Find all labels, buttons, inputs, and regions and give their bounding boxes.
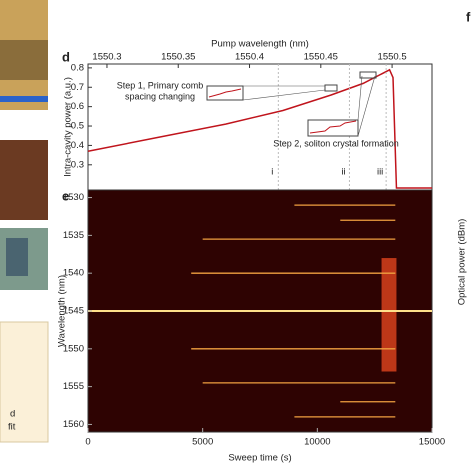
x2-tick-label: 1550.4 — [235, 52, 264, 63]
y-tick-label: 1560 — [63, 419, 84, 430]
marker-label: iii — [377, 167, 383, 178]
x2-tick-label: 1550.35 — [161, 52, 195, 63]
x-tick-label: 5000 — [192, 437, 213, 448]
panel-label: f — [466, 9, 471, 24]
inset — [359, 71, 377, 79]
x-tick-label: 15000 — [419, 437, 445, 448]
fragment-text: fit — [8, 422, 16, 433]
power-line — [87, 68, 432, 189]
inset-box — [0, 321, 49, 443]
inset — [324, 84, 338, 92]
y-tick-label: 1545 — [63, 306, 84, 317]
x2-tick-label: 1550.5 — [378, 52, 407, 63]
y-tick-label: 1555 — [63, 381, 84, 392]
panel-label: d — [62, 49, 70, 64]
connector — [357, 75, 376, 137]
y-tick-label: 0.3 — [71, 159, 84, 170]
marker-label: i — [271, 167, 273, 178]
broadband-block — [381, 258, 397, 372]
connector — [242, 85, 326, 101]
y-tick-label: 0.4 — [71, 140, 84, 151]
x2-tick-label: 1550.3 — [92, 52, 121, 63]
photo — [6, 238, 28, 276]
annotation: spacing changing — [125, 91, 195, 101]
y-tick-label: 1535 — [63, 230, 84, 241]
y-tick-label: 0.8 — [71, 62, 84, 73]
y-tick-label: 0.6 — [71, 101, 84, 112]
y-tick-label: 0.7 — [71, 82, 84, 93]
x-tick-label: 10000 — [304, 437, 330, 448]
y-axis-label: Wavelength (nm) — [57, 275, 68, 347]
x2-axis-label: Pump wavelength (nm) — [211, 39, 309, 50]
marker-label: ii — [341, 167, 345, 178]
inset-curve — [208, 88, 242, 98]
photo — [0, 96, 48, 102]
annotation: Step 1, Primary comb — [117, 80, 204, 90]
plot-frame — [87, 63, 433, 191]
photo — [0, 140, 48, 220]
annotation: Step 2, soliton crystal formation — [273, 138, 399, 148]
y-tick-label: 1530 — [63, 192, 84, 203]
y-axis-label: Intra-cavity power (a.u.) — [63, 77, 74, 177]
panel-label: e — [62, 188, 69, 203]
x2-tick-label: 1550.45 — [304, 52, 338, 63]
photo — [0, 40, 48, 80]
inset — [206, 85, 244, 101]
y-tick-label: 1550 — [63, 343, 84, 354]
y-tick-label: 1540 — [63, 268, 84, 279]
inset-curve — [309, 120, 357, 134]
y-tick-label: 0.5 — [71, 121, 84, 132]
fragment-text: d — [10, 409, 15, 420]
colorbar-label: Optical power (dBm) — [457, 219, 468, 306]
x-tick-label: 0 — [85, 437, 90, 448]
x-axis-label: Sweep time (s) — [228, 453, 291, 464]
